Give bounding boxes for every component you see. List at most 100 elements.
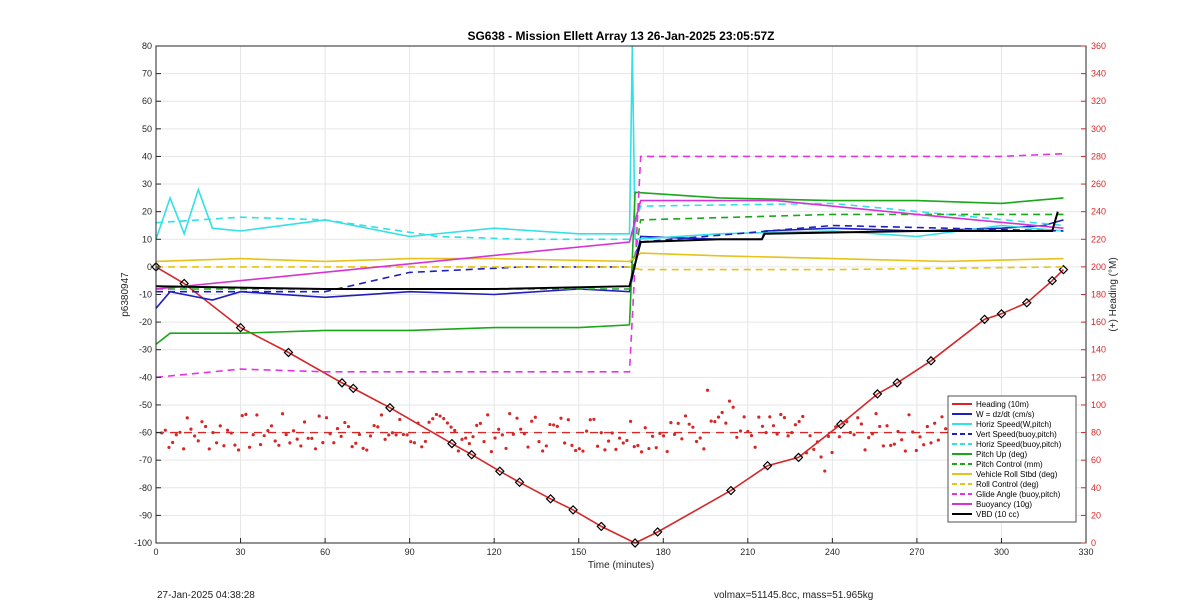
- heading-point: [749, 433, 754, 438]
- y-tick-label-left: -50: [139, 400, 152, 410]
- heading-point: [808, 434, 812, 438]
- x-tick-label: 0: [153, 547, 158, 557]
- legend-entry: Vehicle Roll Stbd (deg): [976, 470, 1058, 479]
- heading-point: [544, 444, 548, 448]
- heading-point: [676, 421, 680, 425]
- heading-point: [599, 431, 603, 435]
- depth-marker: [1058, 264, 1069, 275]
- y-tick-label-right: 300: [1091, 124, 1106, 134]
- heading-point: [672, 432, 677, 437]
- heading-point: [218, 424, 222, 428]
- x-tick-label: 330: [1078, 547, 1093, 557]
- depth-marker: [283, 347, 294, 358]
- heading-point: [449, 425, 453, 429]
- heading-point: [328, 432, 332, 436]
- heading-point: [167, 445, 171, 450]
- y-tick-label-right: 200: [1091, 262, 1106, 272]
- legend-entry: Heading (10m): [976, 400, 1029, 409]
- depth-marker: [337, 378, 347, 388]
- heading-point: [837, 435, 842, 439]
- heading-point: [236, 448, 241, 452]
- depth-marker: [568, 505, 578, 515]
- heading-point: [705, 388, 710, 392]
- heading-point: [775, 432, 779, 436]
- heading-point: [302, 420, 307, 424]
- heading-point: [295, 437, 299, 441]
- heading-point: [482, 439, 486, 444]
- legend-box: [947, 395, 1077, 523]
- heading-point: [903, 449, 907, 453]
- heading-point: [204, 424, 208, 429]
- heading-point: [453, 428, 457, 433]
- y-axis-label-right: (+) Heading (°M): [1108, 257, 1119, 331]
- y-tick-label-right: 80: [1091, 428, 1101, 438]
- heading-point: [647, 446, 651, 451]
- heading-point: [856, 416, 860, 420]
- heading-point: [171, 440, 175, 445]
- heading-point: [764, 431, 768, 435]
- heading-point: [420, 445, 424, 449]
- heading-point: [350, 445, 354, 449]
- heading-point: [698, 436, 702, 440]
- heading-point: [379, 413, 384, 417]
- heading-point: [742, 415, 746, 419]
- heading-point: [738, 429, 743, 433]
- series-line-5: [155, 191, 1064, 345]
- y-tick-label-right: 280: [1091, 151, 1106, 161]
- heading-point: [306, 436, 310, 440]
- heading-point: [541, 449, 545, 453]
- heading-point: [504, 446, 508, 451]
- heading-point: [299, 444, 303, 448]
- x-axis-label: Time (minutes): [588, 560, 654, 571]
- heading-point: [757, 415, 761, 419]
- heading-point: [368, 434, 373, 438]
- depth-marker: [1047, 275, 1058, 286]
- heading-point: [321, 441, 325, 445]
- depth-marker: [235, 322, 246, 333]
- heading-point: [280, 412, 285, 416]
- heading-point: [727, 399, 732, 403]
- heading-point: [214, 441, 219, 445]
- heading-point: [801, 414, 805, 419]
- legend-entry: Horiz Speed(buoy,pitch): [976, 440, 1062, 449]
- heading-point: [559, 416, 563, 420]
- heading-point: [834, 425, 838, 429]
- heading-point: [669, 421, 673, 425]
- x-tick-label: 270: [909, 547, 924, 557]
- heading-point: [819, 455, 823, 459]
- heading-point: [288, 441, 292, 445]
- heading-point: [365, 448, 369, 452]
- heading-point: [222, 444, 226, 448]
- heading-point: [786, 434, 790, 438]
- series-line-7: [155, 252, 1064, 263]
- x-tick-label: 120: [487, 547, 502, 557]
- heading-point: [530, 419, 534, 423]
- y-axis-label-left: p6380947: [120, 272, 131, 317]
- series-line-6: [156, 213, 1064, 290]
- y-tick-label-right: 120: [1091, 372, 1106, 382]
- heading-point: [760, 424, 765, 428]
- legend-entry: Roll Control (deg): [976, 480, 1039, 489]
- y-ticks-left: 80 70 60 50 40 30 20 10 0 -10 -20 -30 -40 -50 -60 -70 -8…: [134, 41, 161, 548]
- heading-point: [398, 417, 402, 422]
- heading-point: [390, 431, 395, 435]
- heading-point: [200, 420, 204, 424]
- depth-marker: [872, 389, 883, 399]
- heading-point: [196, 439, 200, 443]
- depth-marker: [348, 383, 359, 394]
- legend-entry: W = dz/dt (cm/s): [976, 410, 1035, 419]
- heading-point: [859, 422, 863, 426]
- legend-entry: Buoyancy (10g): [976, 500, 1032, 509]
- heading-point: [933, 421, 937, 425]
- heading-point: [654, 446, 658, 450]
- heading-point: [335, 426, 340, 431]
- heading-point: [687, 422, 691, 426]
- heading-point: [889, 443, 893, 447]
- legend: Heading (10m)W = dz/dt (cm/s) Horiz Speed…: [947, 395, 1077, 523]
- y-tick-label-right: 260: [1091, 179, 1106, 189]
- heading-point: [427, 420, 431, 424]
- series-line-4: [155, 202, 1064, 241]
- heading-point: [830, 450, 834, 455]
- heading-point: [709, 419, 713, 423]
- heading-point: [438, 414, 442, 418]
